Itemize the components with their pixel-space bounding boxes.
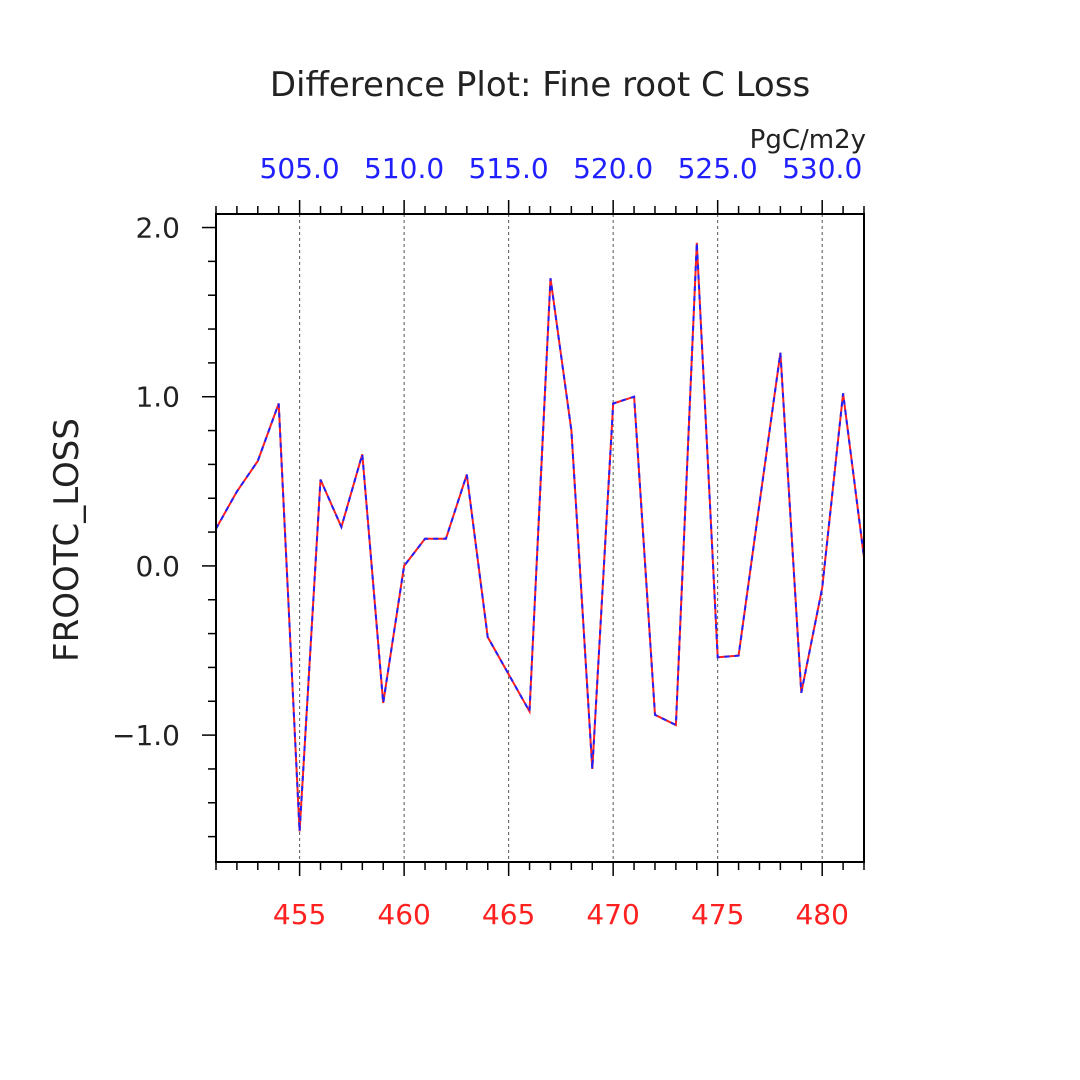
chart-title: Difference Plot: Fine root C Loss [270,65,810,105]
x-tick-label-top: 510.0 [364,152,444,185]
x-tick-label-bottom: 455 [273,898,326,931]
grid [299,214,823,862]
x-tick-label-top: 530.0 [782,152,862,185]
x-tick-label-top: 520.0 [573,152,653,185]
x-tick-label-bottom: 460 [377,898,430,931]
units-label: PgC/m2y [750,125,866,155]
x-tick-label-top: 515.0 [469,152,549,185]
x-tick-label-bottom: 470 [586,898,639,931]
y-axis-label: FROOTC_LOSS [47,418,87,662]
x-tick-label-bottom: 465 [482,898,535,931]
series-line-2 [216,242,864,832]
series-line-1 [216,242,864,832]
y-tick-label: 1.0 [135,381,180,414]
y-tick-label: 2.0 [135,212,180,245]
axis-ticks [202,200,865,876]
x-tick-label-top: 505.0 [260,152,340,185]
plot-frame [215,213,865,863]
series-group [216,242,864,832]
tick-labels: −1.0 0.0 1.0 2.0 455 460 465 470 475 480 505.0 510.… [112,152,862,931]
x-tick-label-bottom: 480 [795,898,848,931]
x-tick-label-top: 525.0 [678,152,758,185]
x-tick-label-bottom: 475 [691,898,744,931]
y-tick-label: −1.0 [112,719,180,752]
y-tick-label: 0.0 [135,550,180,583]
